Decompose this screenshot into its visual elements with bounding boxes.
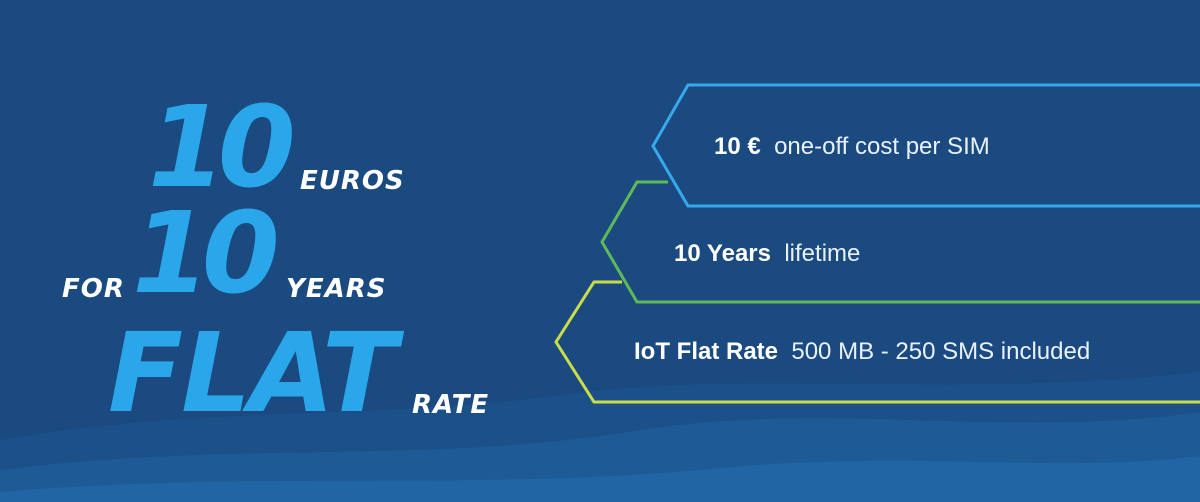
feature-flat-rate-bold: IoT Flat Rate (634, 338, 779, 365)
feature-lifetime: 10 Years lifetime (674, 242, 860, 266)
duration-number: 10 (132, 189, 280, 319)
feature-lifetime-bold: 10 Years (674, 240, 771, 267)
feature-cost-text: one-off cost per SIM (774, 133, 990, 160)
for-label: FOR (62, 274, 125, 304)
duration-unit-label: YEARS (286, 274, 387, 304)
feature-flat-rate: IoT Flat Rate 500 MB - 250 SMS included (634, 340, 1090, 364)
feature-outline-cost (651, 83, 1200, 208)
amount-unit-label: EUROS (300, 166, 405, 196)
feature-outline-lifetime (600, 180, 1200, 304)
rate-word: RATE (412, 390, 490, 420)
feature-outline-flat-rate (554, 280, 1200, 404)
feature-flat-rate-text: 500 MB - 250 SMS included (791, 338, 1091, 365)
feature-cost-bold: 10 € (714, 133, 761, 160)
feature-cost: 10 € one-off cost per SIM (714, 135, 990, 159)
amount-number: 10 (148, 83, 296, 213)
flat-word: FLAT (108, 309, 397, 437)
feature-lifetime-text: lifetime (784, 240, 861, 267)
